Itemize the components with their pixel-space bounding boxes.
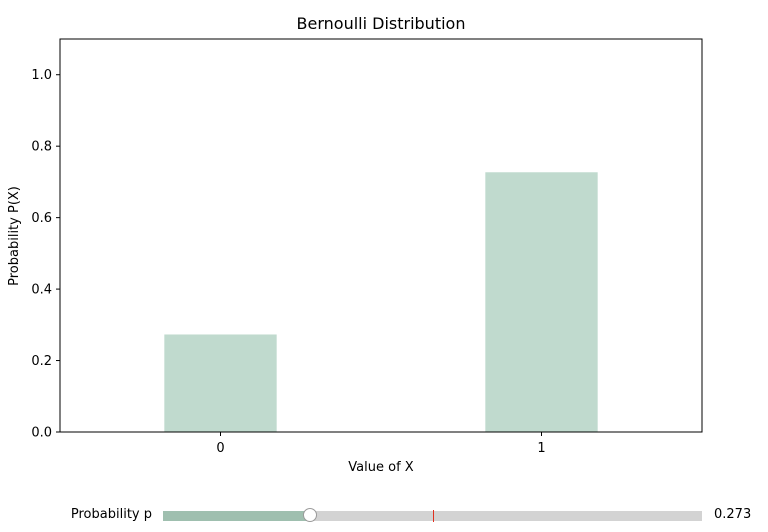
y-axis: 0.0 0.2 0.4 0.6 0.8 1.0 (31, 68, 60, 441)
x-axis-label: Value of X (348, 460, 413, 475)
y-axis-label: Probability P(X) (7, 186, 22, 286)
bar-x-1 (485, 172, 598, 432)
slider-fill (163, 511, 311, 521)
bar-group (164, 172, 598, 432)
y-tick-label: 0.0 (31, 426, 52, 441)
x-tick-label: 1 (537, 441, 545, 456)
slider-handle[interactable] (303, 508, 318, 522)
slider-initial-marker (432, 510, 434, 522)
slider-label: Probability p (70, 507, 152, 522)
y-tick-label: 0.4 (31, 283, 52, 298)
bar-x-0 (164, 334, 277, 432)
x-tick-label: 0 (216, 441, 224, 456)
plot-frame (59, 38, 703, 433)
bernoulli-chart: Bernoulli Distribution 0.0 0.2 0.4 0.6 0.8 1.… (7, 14, 703, 475)
probability-slider[interactable] (163, 508, 702, 522)
y-tick-label: 1.0 (31, 68, 52, 83)
slider-value: 0.273 (714, 507, 752, 522)
y-tick-label: 0.6 (31, 211, 52, 226)
chart-title: Bernoulli Distribution (297, 14, 466, 33)
y-tick-label: 0.8 (31, 140, 52, 155)
y-tick-label: 0.2 (31, 354, 52, 369)
